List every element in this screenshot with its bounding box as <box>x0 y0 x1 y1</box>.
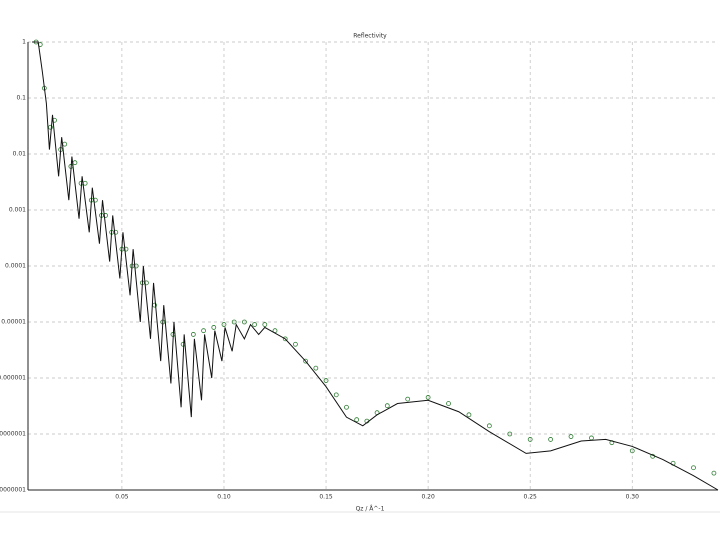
data-point <box>344 404 349 410</box>
data-point <box>123 246 129 252</box>
x-axis-label: Qz / Å^-1 <box>356 506 385 513</box>
x-tick-label: 0.15 <box>319 494 333 501</box>
data-point <box>313 365 319 371</box>
y-tick-label: 0.00001 <box>1 319 26 326</box>
y-tick-label: 0.1 <box>16 95 26 102</box>
data-point <box>384 403 390 409</box>
data-point <box>711 470 717 476</box>
data-point <box>48 124 53 130</box>
data-point <box>323 378 329 383</box>
data-point <box>241 319 247 325</box>
y-tick-label: 0.001 <box>9 207 26 214</box>
y-tick-label: 0.0001 <box>5 263 26 270</box>
x-tick-label: 0.05 <box>115 494 129 501</box>
x-tick-label: 0.10 <box>217 494 231 501</box>
data-point <box>133 263 139 269</box>
data-point <box>303 358 309 364</box>
data-point <box>446 401 451 406</box>
data-point <box>466 412 472 418</box>
data-point <box>190 332 196 337</box>
data-point <box>629 448 635 454</box>
data-point <box>568 434 574 439</box>
chart-title: Reflectivity <box>353 33 387 40</box>
x-tick-label: 0.25 <box>524 494 538 501</box>
y-tick-label: 1 <box>22 39 26 46</box>
data-point <box>201 328 206 334</box>
data-point <box>252 322 257 327</box>
data-point <box>113 229 119 235</box>
data-point <box>425 395 431 400</box>
x-tick-label: 0.20 <box>421 494 435 501</box>
data-point <box>144 280 149 286</box>
data-point <box>103 213 108 218</box>
x-tick-label: 0.30 <box>626 494 640 501</box>
data-point <box>293 341 298 347</box>
data-point <box>231 319 237 325</box>
data-point <box>262 322 268 327</box>
data-point <box>354 417 360 423</box>
data-point <box>221 322 227 327</box>
data-point <box>486 423 492 429</box>
fit-line <box>32 41 719 491</box>
y-tick-label: 0.0000001 <box>0 431 26 438</box>
data-point <box>92 197 98 203</box>
data-point <box>527 437 533 442</box>
data-point <box>507 431 513 437</box>
y-tick-label: 0.01 <box>13 151 27 158</box>
data-point <box>333 392 339 398</box>
y-tick-label: 0.00000001 <box>0 487 26 494</box>
data-point <box>405 396 411 402</box>
data-point <box>548 437 554 442</box>
data-point <box>282 336 288 342</box>
y-tick-label: 0.000001 <box>0 375 26 382</box>
data-point <box>691 465 696 471</box>
data-point <box>211 325 217 330</box>
